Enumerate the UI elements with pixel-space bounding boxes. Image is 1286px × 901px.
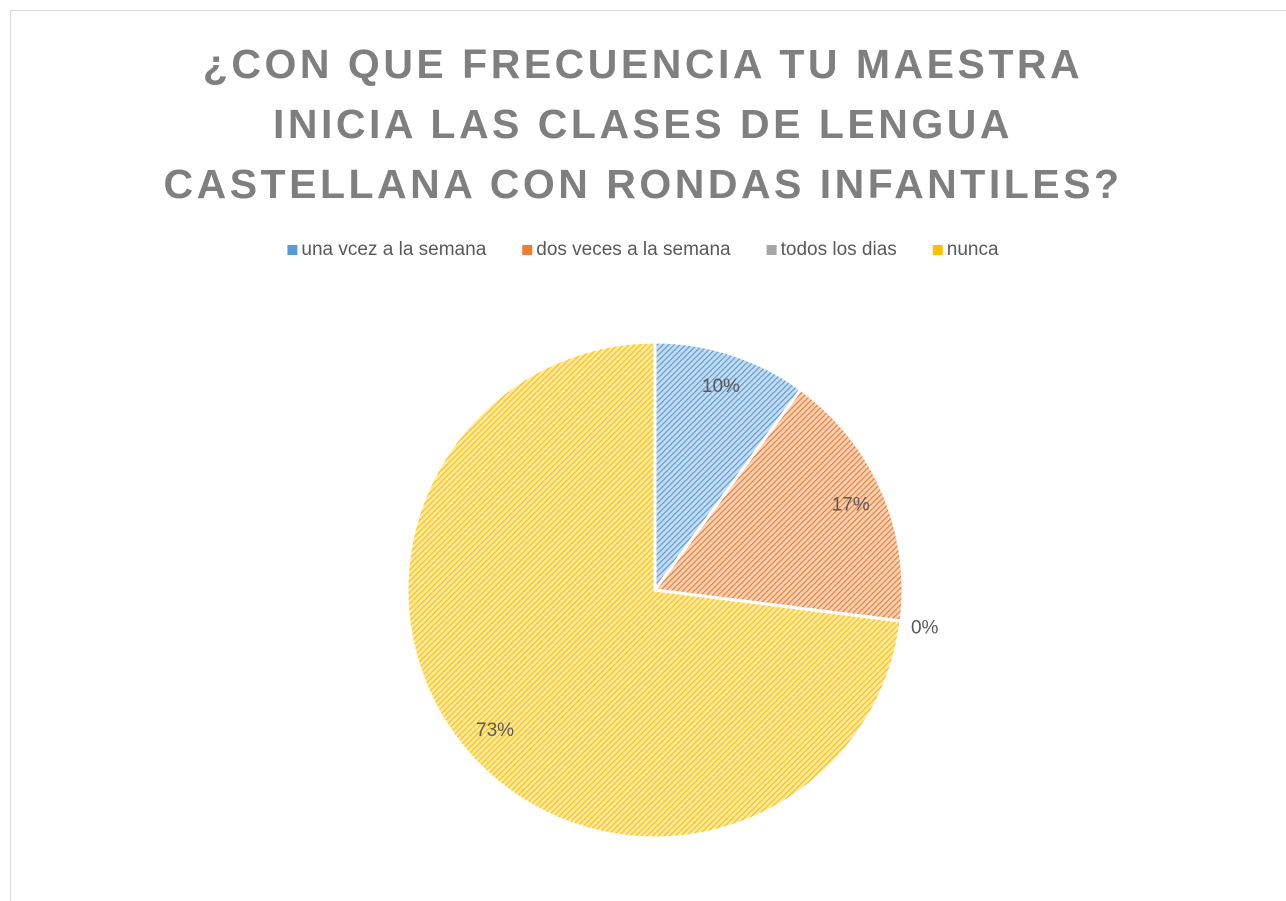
legend-swatch [287, 245, 298, 255]
legend-swatch [522, 245, 533, 255]
legend-swatch [932, 245, 943, 255]
pie-slice [653, 340, 803, 595]
legend-label: todos los dias [781, 239, 897, 260]
legend-label: dos veces a la semana [536, 239, 731, 260]
legend-swatch [766, 245, 777, 255]
data-label: 10% [702, 376, 740, 397]
data-label: 17% [832, 494, 870, 515]
legend-label: una vcez a la semana [301, 239, 486, 260]
chart-title: ¿CON QUE FRECUENCIA TU MAESTRA INICIA LA… [163, 41, 1123, 207]
pie-slice [652, 387, 905, 623]
legend-label: nunca [947, 239, 999, 260]
chart-border [10, 10, 1286, 901]
data-label: 0% [911, 617, 939, 638]
data-label: 73% [476, 720, 514, 741]
pie-slice [405, 340, 903, 840]
